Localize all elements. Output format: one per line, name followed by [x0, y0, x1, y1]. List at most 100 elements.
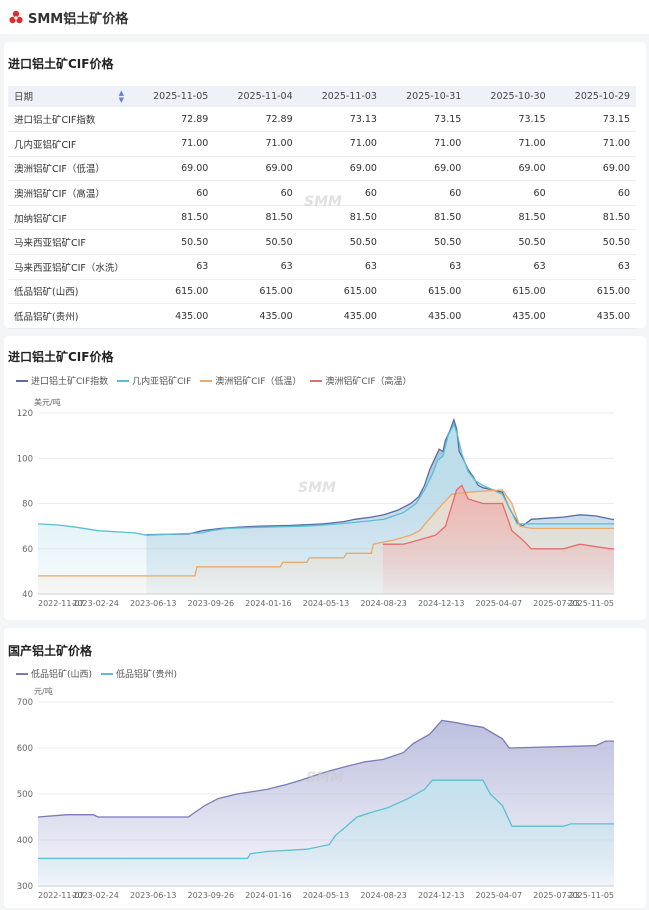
y-axis-unit-label: 美元/吨: [34, 397, 61, 407]
table-cell: 71.00: [551, 131, 636, 157]
table-cell: 81.50: [214, 205, 299, 231]
table-row: 澳洲铝矿CIF（高温） 60 60 60 60 60 60: [8, 180, 636, 206]
table-cell: 60: [130, 180, 215, 206]
legend-swatch: [200, 379, 213, 382]
table-cell: 72.89: [214, 107, 299, 133]
x-tick-label: 2024-12-13: [418, 891, 465, 900]
table-cell: 71.00: [130, 131, 215, 157]
table-cell: 73.13: [298, 107, 383, 133]
row-label: 进口铝土矿CIF指数: [8, 107, 130, 133]
y-tick-label: 120: [17, 409, 33, 419]
series-line[interactable]: [382, 484, 614, 550]
legend-item[interactable]: 进口铝土矿CIF指数: [16, 374, 108, 387]
column-header: 2025-10-30: [467, 86, 552, 107]
y-axis-unit-label: 元/吨: [34, 686, 53, 696]
legend-swatch: [16, 379, 28, 382]
table-section-title: 进口铝土矿CIF价格: [8, 57, 114, 71]
domestic-chart-card: 国产铝土矿价格 低品铝矿(山西) 低品铝矿(贵州) 元/吨 300 400 500 60…: [4, 628, 646, 908]
x-tick-label: 2025-07-23: [533, 891, 580, 900]
page-header: SMM铝土矿价格: [0, 0, 649, 34]
x-tick-label: 2023-02-24: [72, 599, 119, 608]
table-cell: 69.00: [551, 156, 636, 182]
table-cell: 72.89: [130, 107, 215, 133]
series-line[interactable]: [38, 779, 614, 860]
chart-legend: 进口铝土矿CIF指数 几内亚铝矿CIF 澳洲铝矿CIF（低温） 澳洲铝矿CIF（…: [16, 374, 412, 387]
x-tick-label: 2025-04-07: [476, 891, 523, 900]
table-cell: 73.15: [551, 107, 636, 133]
legend-item[interactable]: 低品铝矿(贵州): [101, 667, 177, 680]
x-tick-label: 2024-08-23: [360, 891, 407, 900]
table-cell: 50.50: [130, 229, 215, 256]
legend-swatch: [101, 672, 114, 675]
column-header: 2025-11-04: [214, 86, 299, 107]
x-tick-label: 2024-12-13: [418, 599, 465, 608]
series-area: [382, 485, 614, 594]
table-cell: 60: [298, 180, 383, 206]
series-line[interactable]: [37, 719, 614, 818]
x-tick-label: 2024-01-16: [245, 891, 292, 900]
table-cell: 60: [214, 180, 299, 206]
watermark: SMM: [298, 480, 336, 496]
chart-legend: 低品铝矿(山西) 低品铝矿(贵州): [16, 667, 177, 680]
x-tick-label: 2024-05-13: [303, 891, 350, 900]
table-row: 马来西亚铝矿CIF（水洗） 63 63 63 63 63 63: [8, 254, 636, 280]
table-cell: 615.00: [130, 279, 215, 305]
table-cell: 50.50: [298, 229, 383, 256]
table-row: 几内亚铝矿CIF 71.00 71.00 71.00 71.00 71.00 7…: [8, 131, 636, 157]
table-cell: 73.15: [467, 107, 552, 133]
row-label: 澳洲铝矿CIF（低温）: [8, 156, 130, 182]
column-header-date[interactable]: 日期 ▲ ▼: [8, 86, 130, 107]
row-label: 澳洲铝矿CIF（高温）: [8, 180, 130, 206]
row-label: 低品铝矿(贵州): [8, 303, 130, 329]
column-header: 2025-11-05: [130, 86, 215, 107]
x-tick-label: 2023-06-13: [130, 599, 177, 608]
x-tick-label: 2024-01-16: [245, 599, 292, 608]
price-table: 日期 ▲ ▼ 2025-11-05 2025-11-04 2025-11-03 20…: [8, 86, 636, 329]
sort-icon[interactable]: ▲ ▼: [118, 89, 124, 104]
table-header-row: 日期 ▲ ▼ 2025-11-05 2025-11-04 2025-11-03 20…: [8, 86, 636, 107]
table-row: 低品铝矿(山西) 615.00 615.00 615.00 615.00 615…: [8, 279, 636, 305]
table-cell: 63: [551, 254, 636, 280]
table-cell: 435.00: [467, 303, 552, 329]
table-cell: 50.50: [382, 229, 468, 256]
legend-swatch: [16, 672, 28, 675]
column-header: 2025-11-03: [298, 86, 383, 107]
table-cell: 71.00: [467, 131, 552, 157]
row-label: 马来西亚铝矿CIF（水洗）: [8, 254, 130, 280]
table-cell: 63: [298, 254, 383, 280]
table-cell: 435.00: [551, 303, 636, 329]
table-cell: 50.50: [551, 229, 636, 256]
legend-item[interactable]: 澳洲铝矿CIF（低温）: [200, 374, 301, 387]
table-cell: 81.50: [130, 205, 215, 231]
table-row: 马来西亚铝矿CIF 50.50 50.50 50.50 50.50 50.50 …: [8, 229, 636, 256]
table-cell: 71.00: [214, 131, 299, 157]
y-tick-label: 400: [17, 836, 33, 846]
table-row: 进口铝土矿CIF指数 72.89 72.89 73.13 73.15 73.15…: [8, 107, 636, 133]
price-table-card: 进口铝土矿CIF价格 日期 ▲ ▼ 2025-11-05 2025-11-04 20…: [4, 42, 646, 329]
page-title: SMM铝土矿价格: [28, 11, 129, 27]
table-cell: 60: [551, 180, 636, 206]
row-label: 几内亚铝矿CIF: [8, 131, 130, 157]
table-cell: 615.00: [551, 279, 636, 305]
y-tick-label: 700: [17, 698, 33, 708]
series-line[interactable]: [38, 489, 614, 577]
legend-item[interactable]: 澳洲铝矿CIF（高温）: [310, 374, 412, 387]
table-cell: 435.00: [214, 303, 299, 329]
chart-title: 国产铝土矿价格: [8, 644, 93, 658]
x-tick-label: 2023-06-13: [130, 891, 177, 900]
table-cell: 60: [382, 180, 468, 206]
table-cell: 60: [467, 180, 552, 206]
table-cell: 435.00: [298, 303, 383, 329]
table-cell: 63: [467, 254, 552, 280]
table-cell: 81.50: [467, 205, 552, 231]
y-tick-label: 600: [17, 744, 33, 754]
legend-item[interactable]: 几内亚铝矿CIF: [117, 374, 191, 387]
legend-item[interactable]: 低品铝矿(山西): [16, 667, 92, 680]
x-tick-label: 2025-11-05: [568, 891, 615, 900]
watermark: SMM: [306, 770, 344, 786]
x-tick-label: 2024-08-23: [360, 599, 407, 608]
chart-title: 进口铝土矿CIF价格: [8, 350, 114, 364]
series-line[interactable]: [37, 422, 614, 536]
x-tick-label: 2025-11-05: [568, 599, 615, 608]
